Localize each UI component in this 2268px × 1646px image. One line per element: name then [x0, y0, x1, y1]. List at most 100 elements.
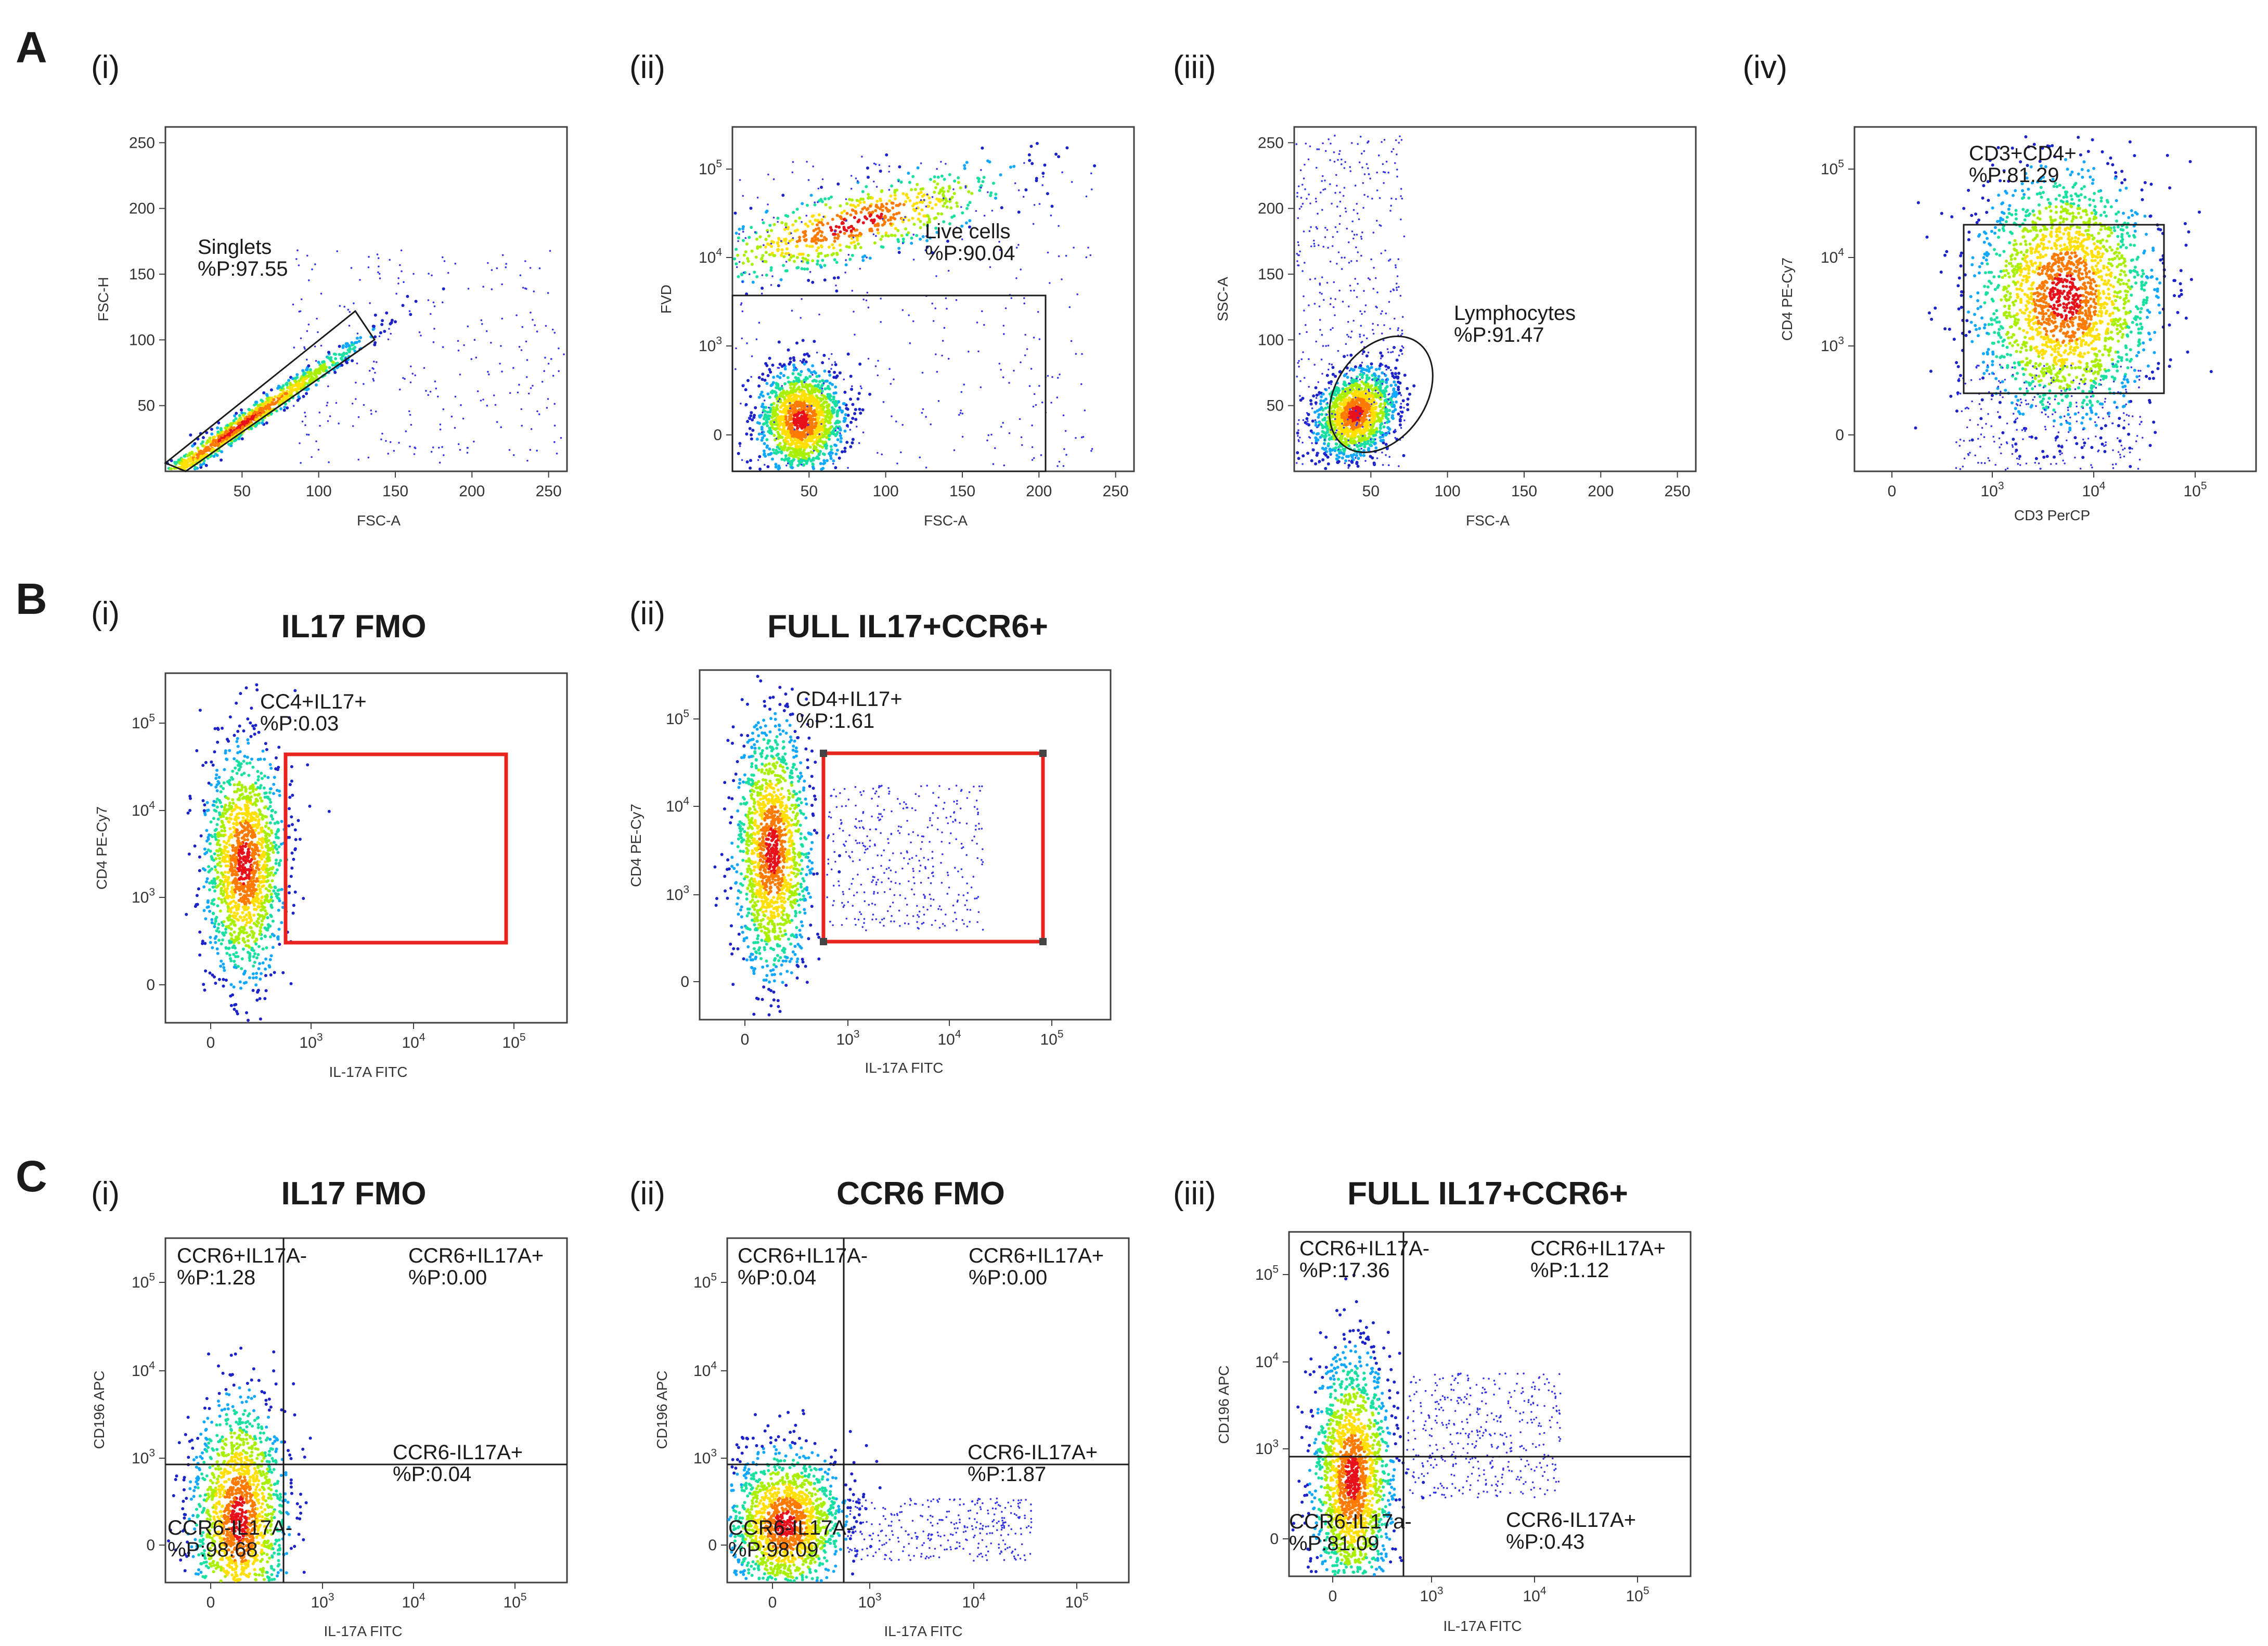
event-dot — [903, 218, 905, 221]
event-dot — [306, 387, 310, 391]
event-dot — [784, 269, 788, 273]
event-dot — [762, 422, 765, 426]
x-tick-label: 100 — [306, 483, 332, 500]
event-dot — [928, 201, 932, 204]
event-dot — [737, 452, 740, 455]
event-dot — [1315, 393, 1319, 397]
event-dot — [777, 284, 780, 288]
event-dot — [854, 244, 857, 248]
event-dot — [558, 370, 560, 372]
event-dot — [217, 439, 221, 443]
event-dot — [845, 202, 849, 205]
event-dot — [300, 462, 302, 464]
event-dot — [888, 368, 891, 370]
event-dot — [230, 433, 234, 436]
event-dot — [230, 423, 233, 427]
event-dot — [1311, 419, 1315, 423]
event-dot — [925, 416, 927, 418]
event-dot — [1361, 362, 1363, 364]
event-dot — [1400, 139, 1403, 141]
event-dot — [1337, 393, 1341, 397]
event-dot — [808, 220, 812, 223]
event-dot — [1321, 392, 1325, 396]
event-dot — [803, 362, 806, 366]
event-dot — [1340, 419, 1344, 422]
event-dot — [885, 153, 888, 157]
event-dot — [806, 405, 808, 408]
event-dot — [1352, 453, 1356, 456]
event-dot — [981, 310, 983, 312]
event-dot — [1081, 353, 1083, 355]
event-dot — [1346, 431, 1349, 434]
event-dot — [807, 454, 811, 458]
event-dot — [771, 409, 775, 413]
event-dot — [820, 423, 822, 425]
event-dot — [189, 458, 193, 461]
event-dot — [759, 414, 763, 417]
event-dot — [553, 441, 556, 443]
event-dot — [1383, 324, 1385, 326]
event-dot — [750, 376, 752, 378]
event-dot — [779, 405, 782, 409]
event-dot — [334, 357, 338, 361]
event-dot — [1301, 396, 1305, 400]
event-dot — [779, 435, 782, 439]
event-dot — [1073, 247, 1075, 249]
event-dot — [292, 303, 294, 306]
event-dot — [293, 346, 295, 349]
event-dot — [805, 214, 808, 217]
event-dot — [784, 214, 788, 217]
event-dot — [240, 437, 244, 441]
event-dot — [751, 429, 755, 432]
event-dot — [742, 230, 744, 233]
event-dot — [237, 421, 241, 425]
event-dot — [301, 420, 304, 422]
event-dot — [772, 178, 775, 181]
event-dot — [795, 255, 799, 259]
plot-frame — [164, 126, 568, 472]
event-dot — [844, 272, 846, 274]
event-dot — [193, 442, 197, 445]
event-dot — [881, 235, 884, 238]
event-dot — [344, 345, 348, 349]
event-dot — [1387, 413, 1390, 416]
event-dot — [1318, 393, 1320, 396]
event-dot — [306, 330, 308, 332]
event-dot — [857, 242, 860, 246]
event-dot — [794, 383, 797, 386]
event-dot — [1015, 247, 1018, 249]
event-dot — [237, 428, 241, 432]
event-dot — [201, 440, 204, 444]
event-dot — [1317, 432, 1320, 435]
event-dot — [970, 191, 974, 195]
event-dot — [206, 440, 210, 443]
event-dot — [1386, 417, 1390, 421]
event-dot — [799, 431, 803, 434]
event-dot — [1354, 278, 1356, 280]
event-dot — [768, 426, 771, 430]
event-dot — [768, 253, 771, 256]
event-dot — [1370, 420, 1374, 424]
event-dot — [821, 361, 824, 365]
event-dot — [820, 390, 824, 393]
event-dot — [433, 305, 436, 307]
event-dot — [334, 362, 338, 366]
event-dot — [1360, 443, 1363, 447]
event-dot — [819, 440, 822, 443]
event-dot — [977, 350, 980, 353]
event-dot — [741, 459, 743, 461]
event-dot — [736, 266, 738, 268]
event-dot — [1382, 425, 1386, 429]
event-dot — [1359, 333, 1361, 336]
event-dot — [816, 443, 819, 446]
event-dot — [942, 192, 945, 196]
event-dot — [792, 358, 796, 362]
event-dot — [761, 292, 763, 295]
event-dot — [943, 327, 946, 329]
event-dot — [1046, 192, 1049, 196]
event-dot — [902, 242, 904, 245]
event-dot — [201, 436, 205, 440]
event-dot — [294, 380, 298, 383]
event-dot — [859, 267, 861, 270]
event-dot — [311, 377, 315, 380]
